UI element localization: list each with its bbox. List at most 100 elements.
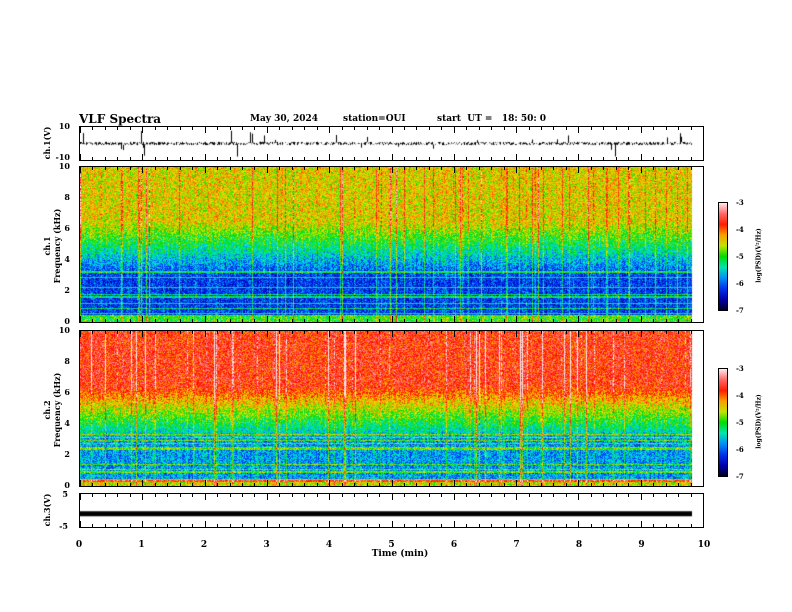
axis-tick-mark: [316, 319, 318, 322]
axis-tick-mark: [167, 157, 169, 160]
axis-tick-mark: [129, 157, 131, 160]
axis-tick-mark: [316, 483, 318, 486]
axis-tick-mark: [615, 331, 617, 334]
axis-tick-mark: [192, 494, 194, 497]
axis-tick-mark: [92, 494, 94, 497]
y-tick: 10: [58, 325, 70, 335]
colorbar-tick: -5: [736, 252, 744, 261]
axis-tick-mark: [279, 524, 281, 527]
axis-tick-mark: [129, 494, 131, 497]
axis-tick-mark: [304, 157, 306, 160]
axis-tick-mark: [528, 494, 530, 497]
axis-tick-mark: [453, 316, 455, 322]
axis-tick-mark: [653, 524, 655, 527]
axis-tick-mark: [229, 524, 231, 527]
axis-tick-mark: [229, 157, 231, 160]
axis-tick-mark: [516, 331, 518, 337]
axis-tick-mark: [279, 483, 281, 486]
axis-tick-mark: [503, 167, 505, 170]
axis-tick-mark: [541, 319, 543, 322]
axis-tick-mark: [690, 331, 692, 334]
colorbar-tick: -3: [736, 198, 744, 207]
x-tick: 4: [325, 540, 333, 550]
axis-tick-mark: [254, 157, 256, 160]
axis-tick-mark: [366, 331, 368, 334]
axis-tick-mark: [192, 524, 194, 527]
axis-tick-mark: [80, 154, 81, 160]
axis-tick-mark: [104, 319, 106, 322]
y-tick: 8: [64, 356, 70, 366]
axis-tick-mark: [553, 483, 555, 486]
axis-tick-mark: [129, 319, 131, 322]
axis-tick-mark: [441, 524, 443, 527]
axis-tick-mark: [154, 127, 156, 130]
axis-tick-mark: [628, 319, 630, 322]
axis-tick-mark: [403, 494, 405, 497]
axis-tick-mark: [403, 127, 405, 130]
axis-tick-mark: [192, 331, 194, 334]
axis-tick-mark: [441, 127, 443, 130]
axis-tick-mark: [553, 524, 555, 527]
axis-tick-mark: [628, 331, 630, 334]
axis-tick-mark: [92, 157, 94, 160]
x-tick: 7: [513, 540, 520, 550]
axis-tick-mark: [329, 127, 331, 133]
axis-tick-mark: [653, 331, 655, 334]
axis-tick-mark: [703, 167, 704, 173]
axis-tick-mark: [192, 157, 194, 160]
axis-tick-mark: [142, 521, 144, 527]
axis-tick-mark: [503, 331, 505, 334]
y-tick: 2: [64, 285, 70, 295]
axis-tick-mark: [678, 319, 680, 322]
axis-tick-mark: [391, 154, 393, 160]
axis-tick-mark: [416, 157, 418, 160]
axis-tick-mark: [615, 483, 617, 486]
axis-tick-mark: [491, 524, 493, 527]
axis-tick-mark: [316, 494, 318, 497]
axis-tick-mark: [229, 167, 231, 170]
axis-tick-mark: [665, 483, 667, 486]
axis-tick-mark: [466, 157, 468, 160]
axis-tick-mark: [416, 483, 418, 486]
axis-tick-mark: [428, 331, 430, 334]
axis-tick-mark: [528, 167, 530, 170]
ylabel-line: ch.2: [42, 400, 52, 420]
axis-tick-mark: [603, 524, 605, 527]
axis-tick-mark: [204, 494, 206, 500]
axis-tick-mark: [279, 331, 281, 334]
axis-tick-mark: [628, 157, 630, 160]
axis-tick-mark: [291, 494, 293, 497]
axis-tick-mark: [603, 494, 605, 497]
axis-tick-mark: [192, 483, 194, 486]
axis-tick-mark: [428, 157, 430, 160]
axis-tick-mark: [678, 157, 680, 160]
axis-tick-mark: [441, 157, 443, 160]
axis-tick-mark: [466, 494, 468, 497]
axis-tick-mark: [491, 127, 493, 130]
axis-tick-mark: [291, 127, 293, 130]
y-tick: 2: [64, 449, 70, 459]
axis-tick-mark: [266, 480, 268, 486]
axis-tick-mark: [304, 524, 306, 527]
axis-tick-mark: [590, 167, 592, 170]
axis-tick-mark: [578, 127, 580, 133]
axis-tick-mark: [703, 316, 704, 322]
axis-tick-mark: [615, 319, 617, 322]
axis-tick-mark: [354, 524, 356, 527]
x-tick: 3: [263, 540, 270, 550]
ch2-spectrogram-panel: [79, 330, 704, 487]
axis-tick-mark: [329, 167, 331, 173]
axis-tick-mark: [453, 480, 455, 486]
axis-tick-mark: [92, 319, 94, 322]
colorbar-tick: -4: [736, 391, 744, 400]
axis-tick-mark: [416, 331, 418, 334]
axis-tick-mark: [541, 167, 543, 170]
axis-tick-mark: [628, 127, 630, 130]
axis-tick-mark: [379, 157, 381, 160]
axis-tick-mark: [129, 331, 131, 334]
axis-tick-mark: [441, 494, 443, 497]
axis-tick-mark: [217, 167, 219, 170]
axis-tick-mark: [541, 483, 543, 486]
axis-tick-mark: [690, 157, 692, 160]
axis-tick-mark: [291, 157, 293, 160]
